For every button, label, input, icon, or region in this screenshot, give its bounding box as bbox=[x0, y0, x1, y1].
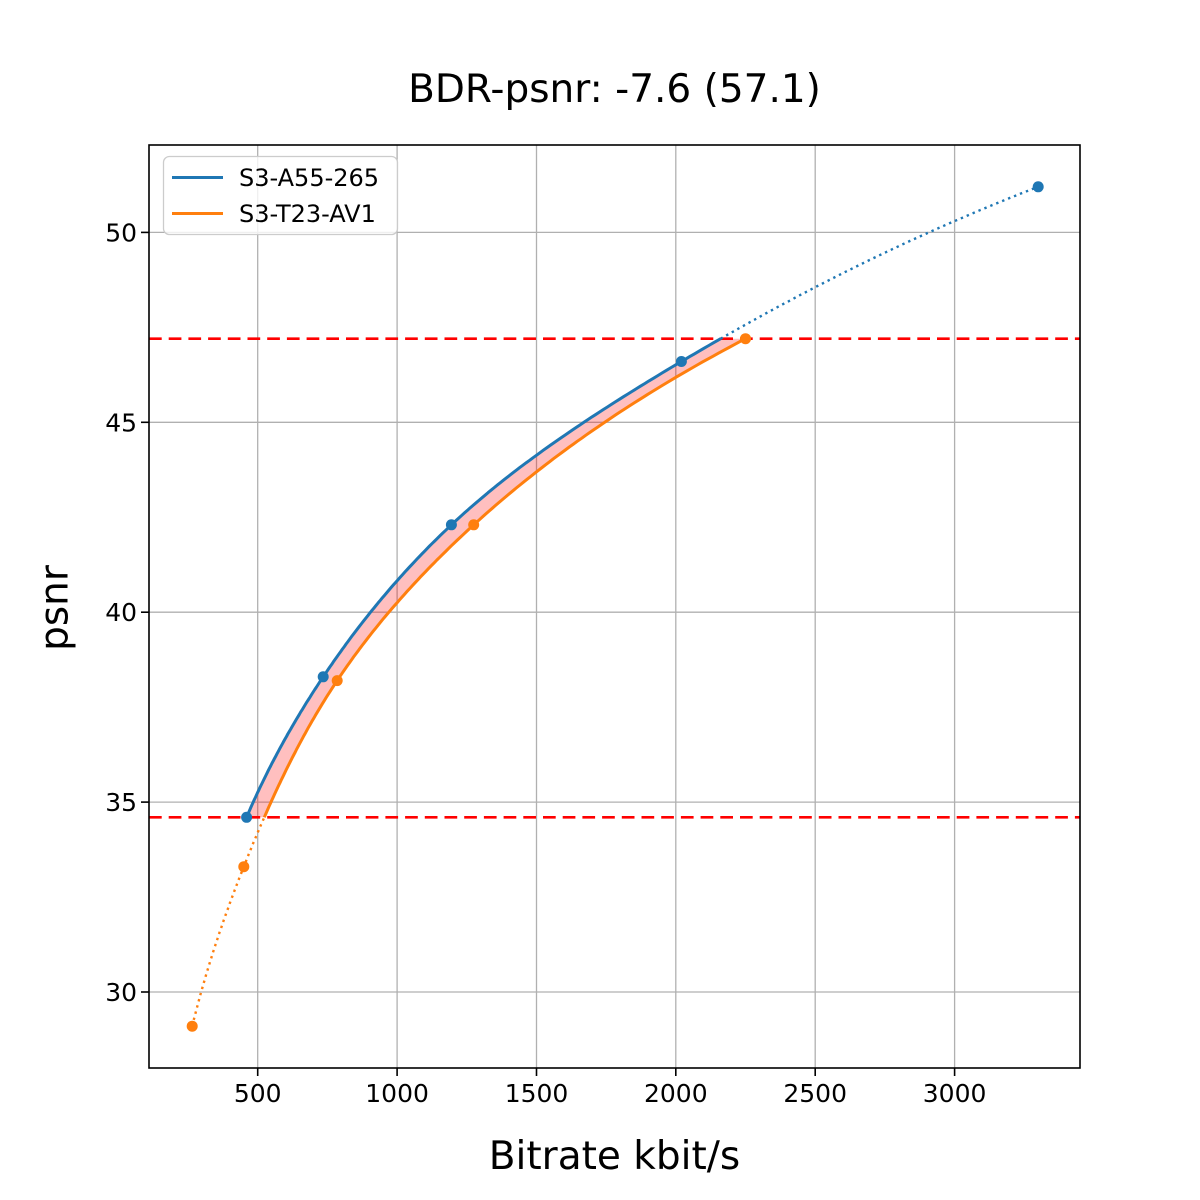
legend-label: S3-T23-AV1 bbox=[239, 200, 376, 228]
series-0-solid-line bbox=[245, 337, 722, 818]
x-tick-label: 1000 bbox=[365, 1079, 429, 1108]
y-tick-label: 50 bbox=[105, 218, 137, 247]
x-tick-label: 2000 bbox=[644, 1079, 708, 1108]
y-tick-label: 40 bbox=[105, 598, 137, 627]
plot-border bbox=[148, 144, 1081, 1069]
series-0-dotted-line bbox=[720, 185, 1039, 340]
y-axis-label: psnr bbox=[32, 565, 78, 651]
tick-labels: 500 1000 1500 2000 2500 3000 30 35 40 45 50 bbox=[105, 218, 986, 1108]
series-0-markers bbox=[241, 181, 1044, 823]
data-point bbox=[186, 1020, 198, 1032]
x-tick-label: 3000 bbox=[923, 1079, 987, 1108]
gridlines bbox=[149, 145, 1080, 1068]
series-1-solid-line bbox=[262, 337, 747, 818]
data-point bbox=[468, 519, 480, 531]
data-point bbox=[238, 861, 250, 873]
y-tick-label: 35 bbox=[105, 788, 137, 817]
data-point bbox=[317, 671, 329, 683]
series-1-dotted-line bbox=[191, 816, 266, 1027]
legend: S3-A55-265 S3-T23-AV1 bbox=[162, 155, 399, 236]
chart-title: BDR-psnr: -7.6 (57.1) bbox=[408, 67, 821, 112]
data-point bbox=[740, 333, 751, 345]
legend-label: S3-A55-265 bbox=[239, 164, 379, 192]
x-tick-label: 1500 bbox=[505, 1079, 569, 1108]
data-point bbox=[1032, 181, 1044, 193]
data-point bbox=[241, 811, 253, 823]
data-point bbox=[675, 356, 687, 367]
y-tick-label: 45 bbox=[105, 408, 137, 437]
bd-fill-area bbox=[246, 338, 746, 818]
data-point bbox=[445, 519, 457, 531]
y-tick-label: 30 bbox=[105, 978, 137, 1007]
data-point bbox=[331, 675, 343, 687]
x-tick-label: 500 bbox=[234, 1079, 282, 1108]
series-1-markers bbox=[186, 333, 751, 1032]
x-tick-label: 2500 bbox=[783, 1079, 847, 1108]
x-axis-label: Bitrate kbit/s bbox=[488, 1134, 741, 1179]
axis-ticks bbox=[141, 231, 956, 1076]
